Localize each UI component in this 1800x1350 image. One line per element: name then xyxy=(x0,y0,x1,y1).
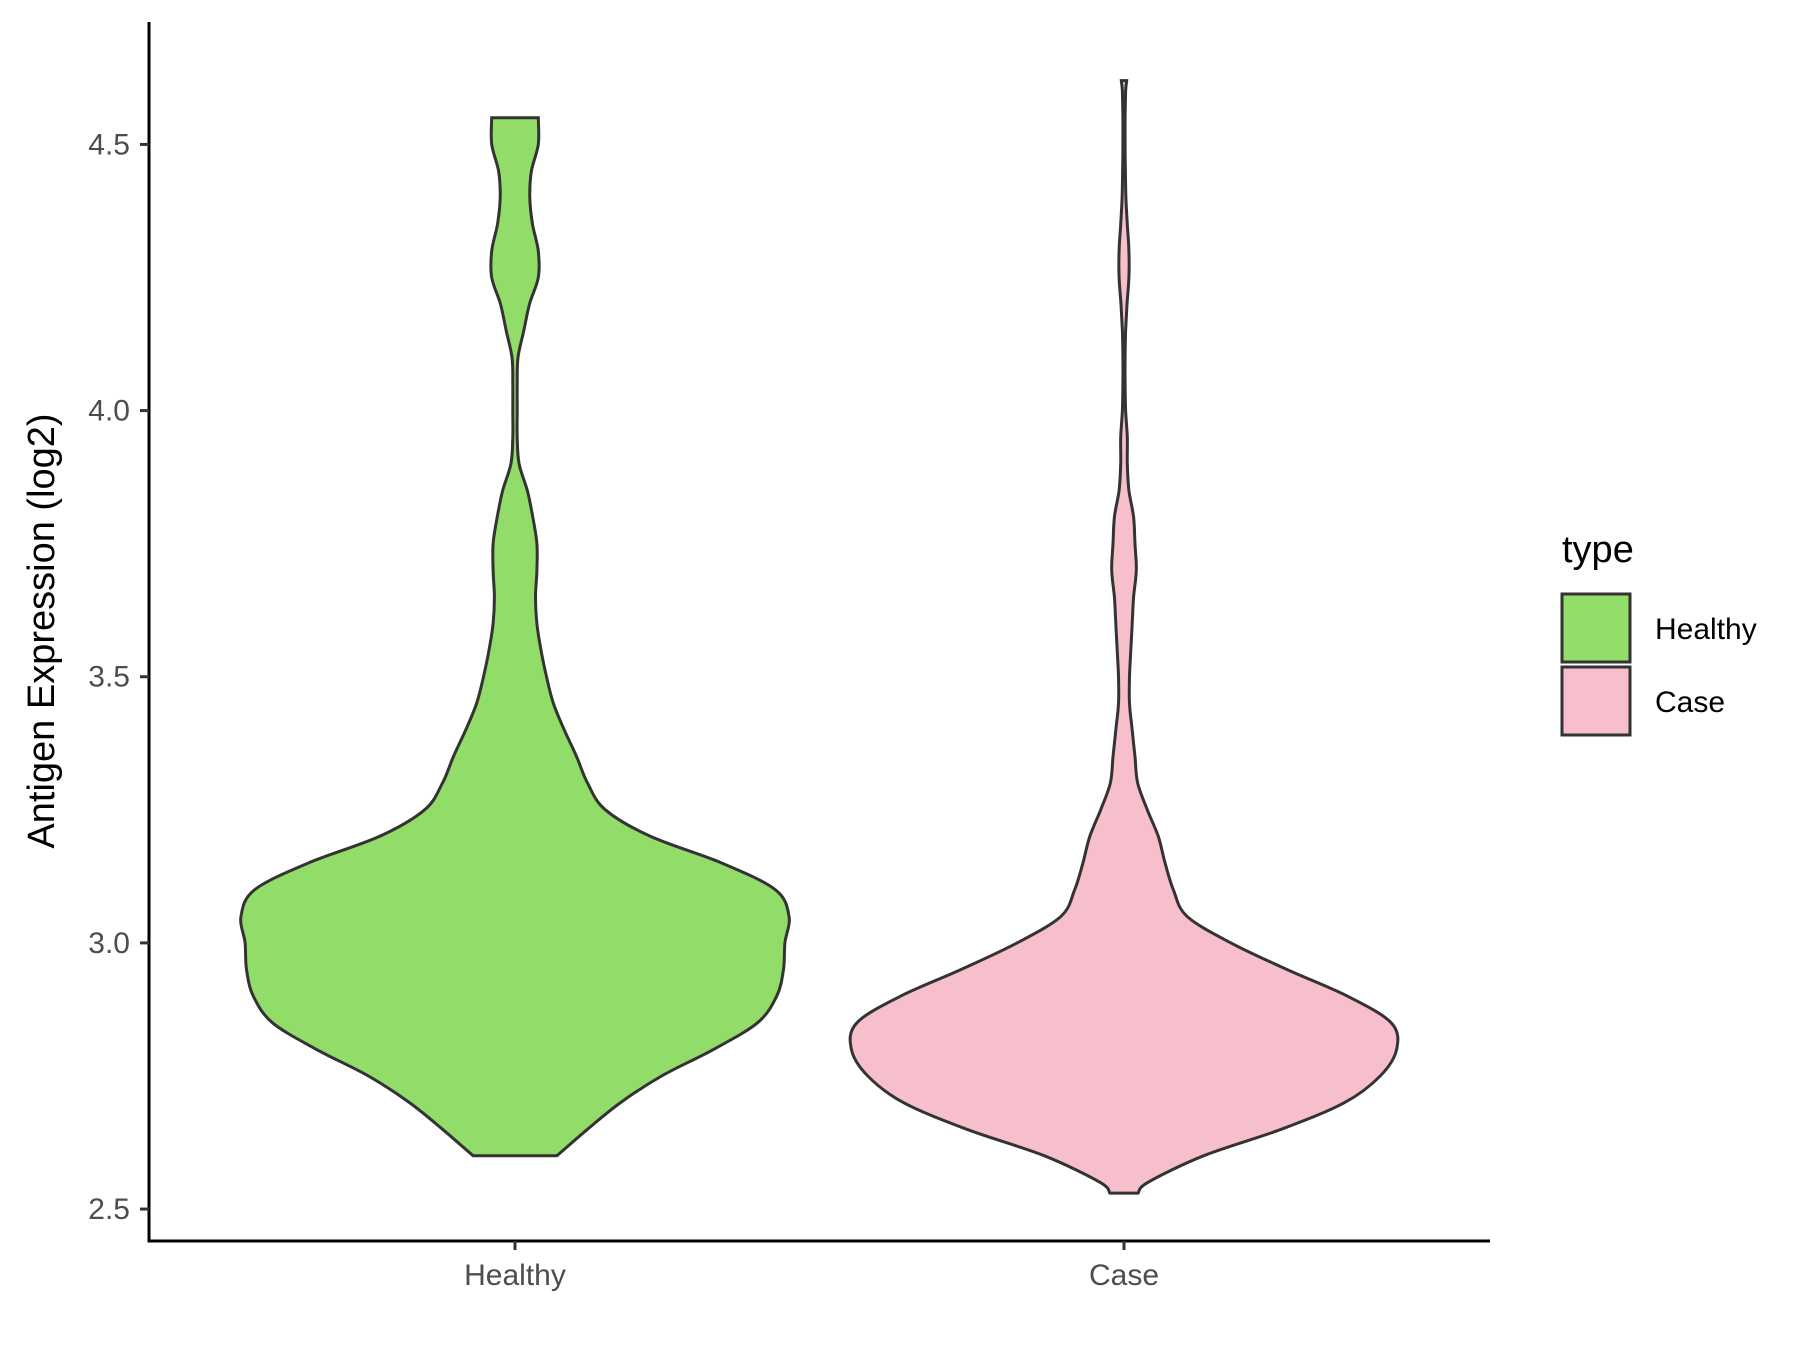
x-axis-ticks: Healthy Case xyxy=(464,1241,1159,1292)
legend-key-case xyxy=(1560,665,1632,737)
y-axis-ticks: 2.5 3.0 3.5 4.0 4.5 xyxy=(88,128,149,1226)
violins-layer xyxy=(239,79,1400,1195)
violin-case xyxy=(848,79,1400,1195)
legend-label: Case xyxy=(1655,686,1725,719)
legend: type Healthy Case xyxy=(1560,529,1757,737)
x-tick-label: Case xyxy=(1089,1259,1159,1292)
y-axis-title: Antigen Expression (log2) xyxy=(21,413,63,848)
x-tick-label: Healthy xyxy=(464,1259,566,1292)
violin-healthy xyxy=(239,116,791,1158)
legend-title: type xyxy=(1562,529,1634,571)
y-tick-label: 2.5 xyxy=(88,1193,130,1226)
legend-key-healthy xyxy=(1560,592,1632,664)
y-tick-label: 3.5 xyxy=(88,661,130,694)
legend-label: Healthy xyxy=(1655,613,1757,646)
y-tick-label: 3.0 xyxy=(88,927,130,960)
y-tick-label: 4.5 xyxy=(88,128,130,161)
y-tick-label: 4.0 xyxy=(88,395,130,428)
